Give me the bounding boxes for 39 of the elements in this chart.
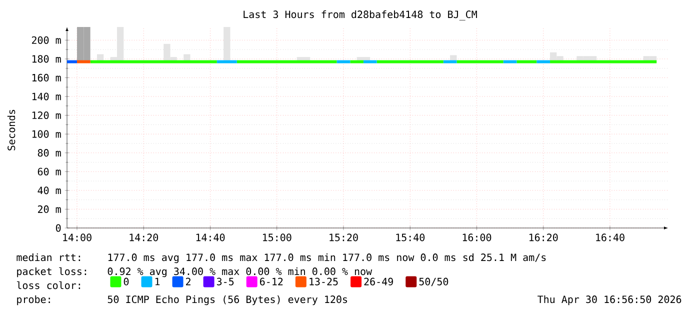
y-tick-label: 120 m [32, 111, 61, 120]
legend-label: 13-25 [310, 278, 338, 286]
x-tick-label: 16:20 [529, 234, 558, 242]
text: packet loss: [17, 267, 86, 278]
y-tick-label: 40 m [38, 186, 61, 194]
x-tick-label: 15:40 [396, 234, 425, 242]
text: median rtt: [16, 253, 80, 262]
text: 0.92 % avg 34.00 % max 0.00 % min 0.00 % now [108, 267, 372, 278]
legend-label: 26-49 [364, 278, 393, 286]
text: Thu Apr 30 16:56:50 2026 [538, 295, 682, 306]
x-tick-label: 14:40 [196, 234, 225, 242]
x-tick-label: 16:40 [596, 234, 624, 242]
legend-label: 0 [124, 278, 129, 286]
legend-label: 3-5 [216, 278, 234, 286]
chart-title: Last 3 Hours from d28bafeb4148 to BJ_CM [244, 10, 477, 20]
y-tick-label: 0 [56, 224, 61, 232]
x-tick-label: 15:20 [330, 234, 358, 242]
text: probe: [17, 295, 50, 306]
text: loss color: [16, 281, 80, 290]
text: 50 ICMP Echo Pings (56 Bytes) every 120s [108, 295, 348, 306]
y-tick-label: 80 m [38, 149, 61, 157]
y-tick-label: 20 m [38, 205, 61, 213]
bar [224, 26, 230, 62]
y-tick-label: 100 m [32, 130, 61, 138]
y-tick-label: 200 m [32, 36, 61, 44]
y-tick-label: 180 m [32, 55, 61, 63]
y-tick-label: 140 m [32, 92, 61, 100]
x-tick-label: 15:00 [263, 234, 292, 242]
legend-label: 2 [186, 278, 190, 286]
y-tick-label: 60 m [38, 168, 61, 176]
y-axis-title: Seconds [7, 110, 16, 150]
legend-label: 6-12 [260, 278, 283, 286]
x-tick-label: 14:00 [63, 234, 92, 242]
legend-label: 1 [155, 278, 160, 286]
x-tick-label: 16:00 [462, 234, 492, 242]
x-tick-label: 14:20 [130, 234, 158, 242]
y-tick-label: 160 m [32, 74, 61, 82]
text: 177.0 ms avg 177.0 ms max 177.0 ms min 177.0 ms now 0.0 ms sd 25.1 M am/s [108, 253, 546, 264]
legend-label: 50/50 [419, 278, 448, 286]
